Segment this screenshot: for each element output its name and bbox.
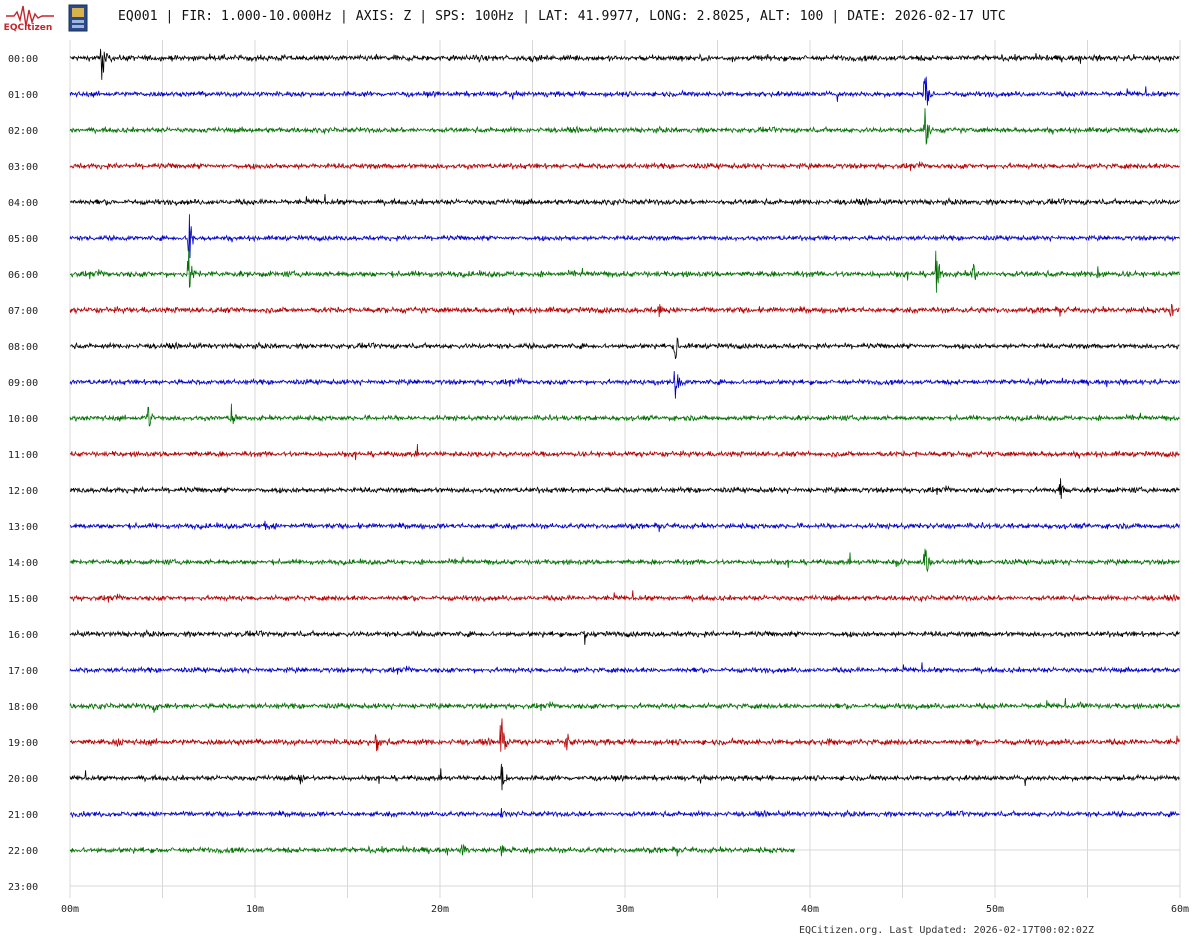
row-hour-label: 00:00	[8, 54, 38, 65]
x-tick-label: 00m	[61, 904, 79, 915]
trace-2000	[69, 763, 1180, 791]
trace-0500	[69, 214, 1180, 259]
trace-0100	[69, 76, 1180, 106]
trace-0400	[69, 193, 1180, 207]
row-hour-label: 08:00	[8, 342, 38, 353]
row-hour-label: 06:00	[8, 270, 38, 281]
trace-1700	[69, 662, 1180, 675]
row-hour-label: 16:00	[8, 630, 38, 641]
last-updated-footer: EQCitizen.org. Last Updated: 2026-02-17T…	[798, 925, 1094, 936]
seismometer-device-icon	[68, 4, 88, 32]
trace-1400	[69, 548, 1180, 573]
row-hour-label: 04:00	[8, 198, 38, 209]
trace-0000	[69, 48, 1180, 80]
row-hour-label: 18:00	[8, 702, 38, 713]
trace-1500	[69, 590, 1180, 603]
row-hour-label: 10:00	[8, 414, 38, 425]
helicorder-plot: 00:00 01:00 02:00 03:00 04:00 05:00 06:00 07:00…	[8, 40, 1189, 915]
trace-0300	[69, 161, 1180, 171]
x-tick-label: 40m	[801, 904, 819, 915]
x-tick-label: 50m	[986, 904, 1004, 915]
row-hour-label: 22:00	[8, 846, 38, 857]
row-hour-label: 20:00	[8, 774, 38, 785]
trace-1000	[69, 403, 1180, 427]
row-hour-label: 11:00	[8, 450, 38, 461]
row-hour-label: 01:00	[8, 90, 38, 101]
row-hour-label: 21:00	[8, 810, 38, 821]
row-hour-label: 02:00	[8, 126, 38, 137]
logo-text: EQCitizen	[3, 23, 53, 33]
row-hour-label: 13:00	[8, 522, 38, 533]
trace-1300	[69, 520, 1180, 533]
trace-1800	[69, 697, 1180, 713]
x-tick-label: 60m	[1171, 904, 1189, 915]
seismograph-logo-icon	[6, 5, 54, 27]
trace-2100	[69, 807, 1180, 819]
trace-1200	[69, 478, 1180, 499]
trace-0200	[69, 108, 1180, 146]
trace-0800	[69, 337, 1180, 360]
trace-1600	[69, 628, 1180, 645]
row-hour-label: 15:00	[8, 594, 38, 605]
row-hour-label: 23:00	[8, 882, 38, 893]
chart-title: EQ001 | FIR: 1.000-10.000Hz | AXIS: Z | …	[118, 9, 1006, 24]
row-hour-label: 19:00	[8, 738, 38, 749]
row-hour-label: 03:00	[8, 162, 38, 173]
x-tick-label: 20m	[431, 904, 449, 915]
trace-1900	[69, 718, 1180, 752]
trace-2200	[69, 843, 796, 857]
row-hour-label: 17:00	[8, 666, 38, 677]
x-tick-label: 10m	[246, 904, 264, 915]
row-hour-label: 12:00	[8, 486, 38, 497]
row-hour-label: 09:00	[8, 378, 38, 389]
x-tick-label: 30m	[616, 904, 634, 915]
trace-0700	[69, 303, 1180, 318]
row-hour-label: 07:00	[8, 306, 38, 317]
row-hour-label: 05:00	[8, 234, 38, 245]
header: EQCitizen EQ001 | FIR: 1.000-10.000Hz | …	[0, 0, 1200, 38]
trace-0600	[69, 247, 1180, 293]
row-hour-label: 14:00	[8, 558, 38, 569]
trace-1100	[69, 443, 1180, 461]
trace-0900	[69, 370, 1180, 399]
